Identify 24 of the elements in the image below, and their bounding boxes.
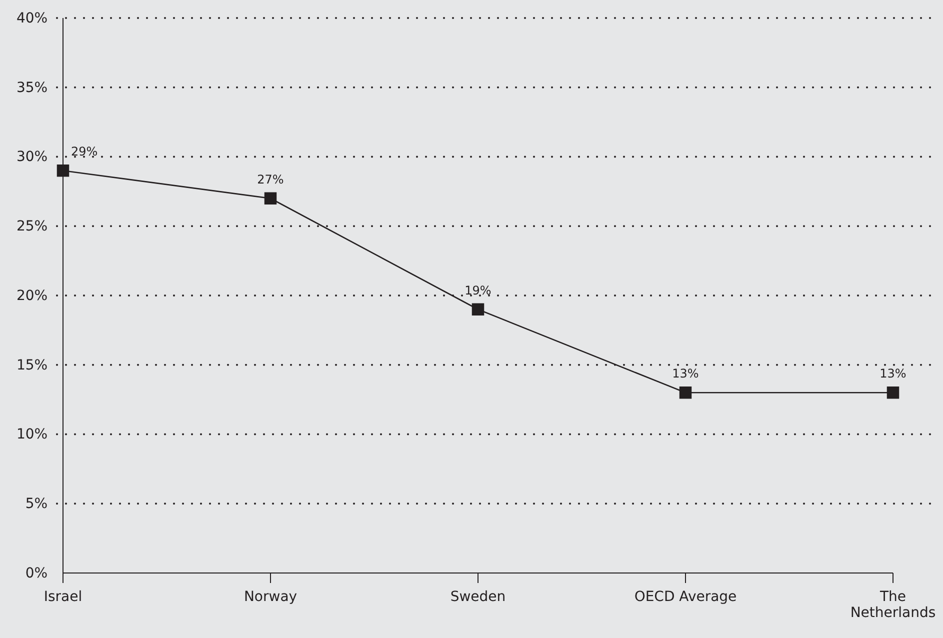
x-tick-label: Norway xyxy=(244,588,298,605)
point xyxy=(472,303,484,316)
x-tick-label: Sweden xyxy=(450,588,506,605)
point xyxy=(264,192,277,204)
y-tick-label: 35% xyxy=(16,80,48,96)
point xyxy=(56,164,70,177)
data-label: 19% xyxy=(464,283,492,298)
y-tick-label: 20% xyxy=(16,288,48,304)
y-tick-label: 5% xyxy=(25,496,48,512)
y-tick-label: 40% xyxy=(16,10,48,26)
data-label: 13% xyxy=(880,366,906,381)
data-label: 27% xyxy=(257,172,284,186)
y-tick-label: 15% xyxy=(16,357,48,374)
data-label: 29% xyxy=(71,144,98,159)
y-tick-label: 10% xyxy=(16,426,48,443)
point xyxy=(679,386,692,399)
data-label: 13% xyxy=(672,366,699,381)
x-tick-label: The Netherlands xyxy=(850,588,936,622)
x-tick-label: Israel xyxy=(44,588,82,605)
y-tick-label: 25% xyxy=(16,218,48,235)
x-tick-label: OECD Average xyxy=(634,588,737,605)
point xyxy=(886,386,900,399)
y-tick-label: 0% xyxy=(25,565,48,582)
y-tick-label: 30% xyxy=(16,149,48,166)
